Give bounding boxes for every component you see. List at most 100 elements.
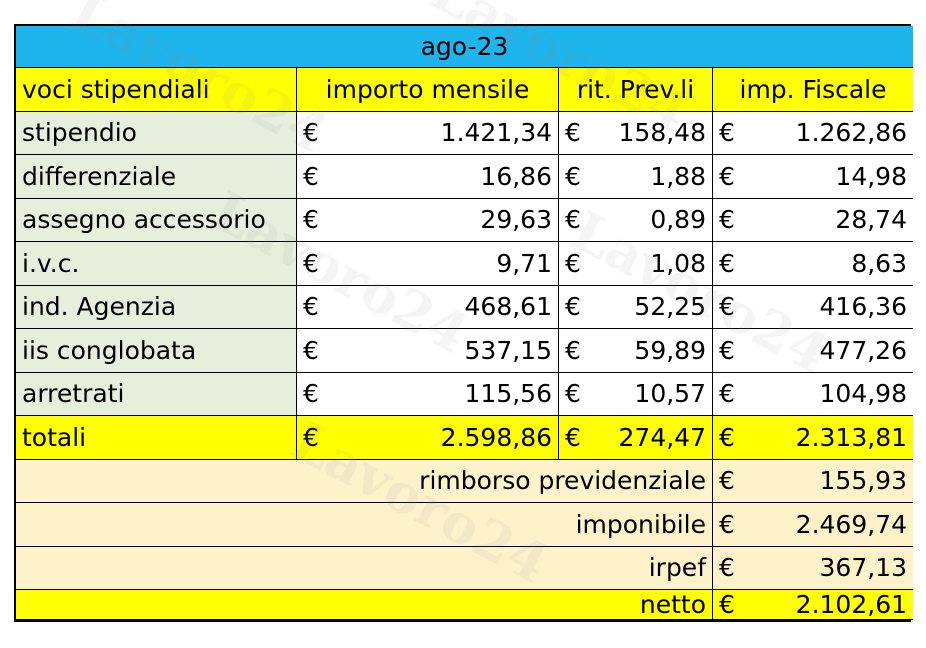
euro-sign: €	[565, 205, 581, 235]
summary-label-netto: netto	[16, 590, 713, 620]
euro-sign: €	[565, 118, 581, 148]
euro-sign: €	[565, 422, 581, 452]
summary-value-rimborso: €155,93	[713, 459, 913, 503]
totals-importo: €2.598,86	[297, 416, 559, 460]
importo-value: 468,61	[464, 292, 552, 322]
row-imp: €1.262,86	[713, 111, 913, 155]
row-importo: €9,71	[297, 242, 559, 286]
euro-sign: €	[303, 292, 319, 322]
euro-sign: €	[719, 205, 735, 235]
row-imp: €477,26	[713, 329, 913, 373]
row-rit: €10,57	[559, 372, 713, 416]
row-label: assegno accessorio	[16, 198, 297, 242]
row-imp: €8,63	[713, 242, 913, 286]
rit-value: 158,48	[618, 118, 706, 148]
euro-sign: €	[303, 118, 319, 148]
euro-sign: €	[719, 509, 735, 539]
importo-value: 9,71	[496, 248, 552, 278]
row-label: i.v.c.	[16, 242, 297, 286]
imp-value: 14,98	[835, 161, 907, 191]
summary-label-rimborso: rimborso previdenziale	[16, 459, 713, 503]
totals-rit: €274,47	[559, 416, 713, 460]
row-rit: €158,48	[559, 111, 713, 155]
euro-sign: €	[303, 205, 319, 235]
imp-value: 8,63	[851, 248, 907, 278]
rit-value: 52,25	[634, 292, 706, 322]
summary-value-netto: €2.102,61	[713, 590, 913, 620]
row-importo: €115,56	[297, 372, 559, 416]
row-label: iis conglobata	[16, 329, 297, 373]
euro-sign: €	[719, 590, 735, 619]
row-rit: €52,25	[559, 285, 713, 329]
row-imp: €416,36	[713, 285, 913, 329]
euro-sign: €	[565, 248, 581, 278]
header-imp: imp. Fiscale	[713, 68, 913, 112]
importo-value: 537,15	[464, 335, 552, 365]
totals-importo-value: 2.598,86	[440, 422, 552, 452]
irpef-value: 367,13	[819, 553, 907, 583]
imp-value: 416,36	[819, 292, 907, 322]
row-imp: €14,98	[713, 155, 913, 199]
euro-sign: €	[303, 335, 319, 365]
summary-label-imponibile: imponibile	[16, 503, 713, 547]
rimborso-value: 155,93	[819, 466, 907, 496]
euro-sign: €	[303, 248, 319, 278]
row-importo: €29,63	[297, 198, 559, 242]
totals-rit-value: 274,47	[618, 422, 706, 452]
importo-value: 115,56	[464, 379, 552, 409]
euro-sign: €	[719, 335, 735, 365]
importo-value: 16,86	[480, 161, 552, 191]
euro-sign: €	[719, 553, 735, 583]
euro-sign: €	[719, 161, 735, 191]
payslip-table: ago-23 voci stipendiali importo mensile …	[14, 24, 913, 622]
row-rit: €1,88	[559, 155, 713, 199]
summary-value-imponibile: €2.469,74	[713, 503, 913, 547]
row-rit: €59,89	[559, 329, 713, 373]
month-title: ago-23	[16, 26, 913, 68]
euro-sign: €	[719, 248, 735, 278]
euro-sign: €	[719, 422, 735, 452]
header-importo: importo mensile	[297, 68, 559, 112]
netto-value: 2.102,61	[795, 590, 907, 619]
row-importo: €468,61	[297, 285, 559, 329]
euro-sign: €	[719, 118, 735, 148]
importo-value: 29,63	[480, 205, 552, 235]
euro-sign: €	[719, 466, 735, 496]
summary-label-irpef: irpef	[16, 546, 713, 590]
row-importo: €1.421,34	[297, 111, 559, 155]
totals-imp: €2.313,81	[713, 416, 913, 460]
euro-sign: €	[303, 161, 319, 191]
importo-value: 1.421,34	[440, 118, 552, 148]
euro-sign: €	[719, 379, 735, 409]
imponibile-value: 2.469,74	[795, 509, 907, 539]
row-rit: €0,89	[559, 198, 713, 242]
rit-value: 1,88	[650, 161, 706, 191]
euro-sign: €	[303, 379, 319, 409]
row-importo: €16,86	[297, 155, 559, 199]
imp-value: 1.262,86	[795, 118, 907, 148]
imp-value: 104,98	[819, 379, 907, 409]
rit-value: 59,89	[634, 335, 706, 365]
header-voci: voci stipendiali	[16, 68, 297, 112]
row-label: differenziale	[16, 155, 297, 199]
euro-sign: €	[565, 335, 581, 365]
rit-value: 0,89	[650, 205, 706, 235]
imp-value: 28,74	[835, 205, 907, 235]
rit-value: 10,57	[634, 379, 706, 409]
row-label: stipendio	[16, 111, 297, 155]
rit-value: 1,08	[650, 248, 706, 278]
euro-sign: €	[565, 379, 581, 409]
euro-sign: €	[303, 422, 319, 452]
row-imp: €28,74	[713, 198, 913, 242]
row-label: arretrati	[16, 372, 297, 416]
euro-sign: €	[719, 292, 735, 322]
summary-value-irpef: €367,13	[713, 546, 913, 590]
row-label: ind. Agenzia	[16, 285, 297, 329]
row-imp: €104,98	[713, 372, 913, 416]
header-rit: rit. Prev.li	[559, 68, 713, 112]
row-importo: €537,15	[297, 329, 559, 373]
totals-imp-value: 2.313,81	[795, 422, 907, 452]
totals-label: totali	[16, 416, 297, 460]
euro-sign: €	[565, 161, 581, 191]
imp-value: 477,26	[819, 335, 907, 365]
